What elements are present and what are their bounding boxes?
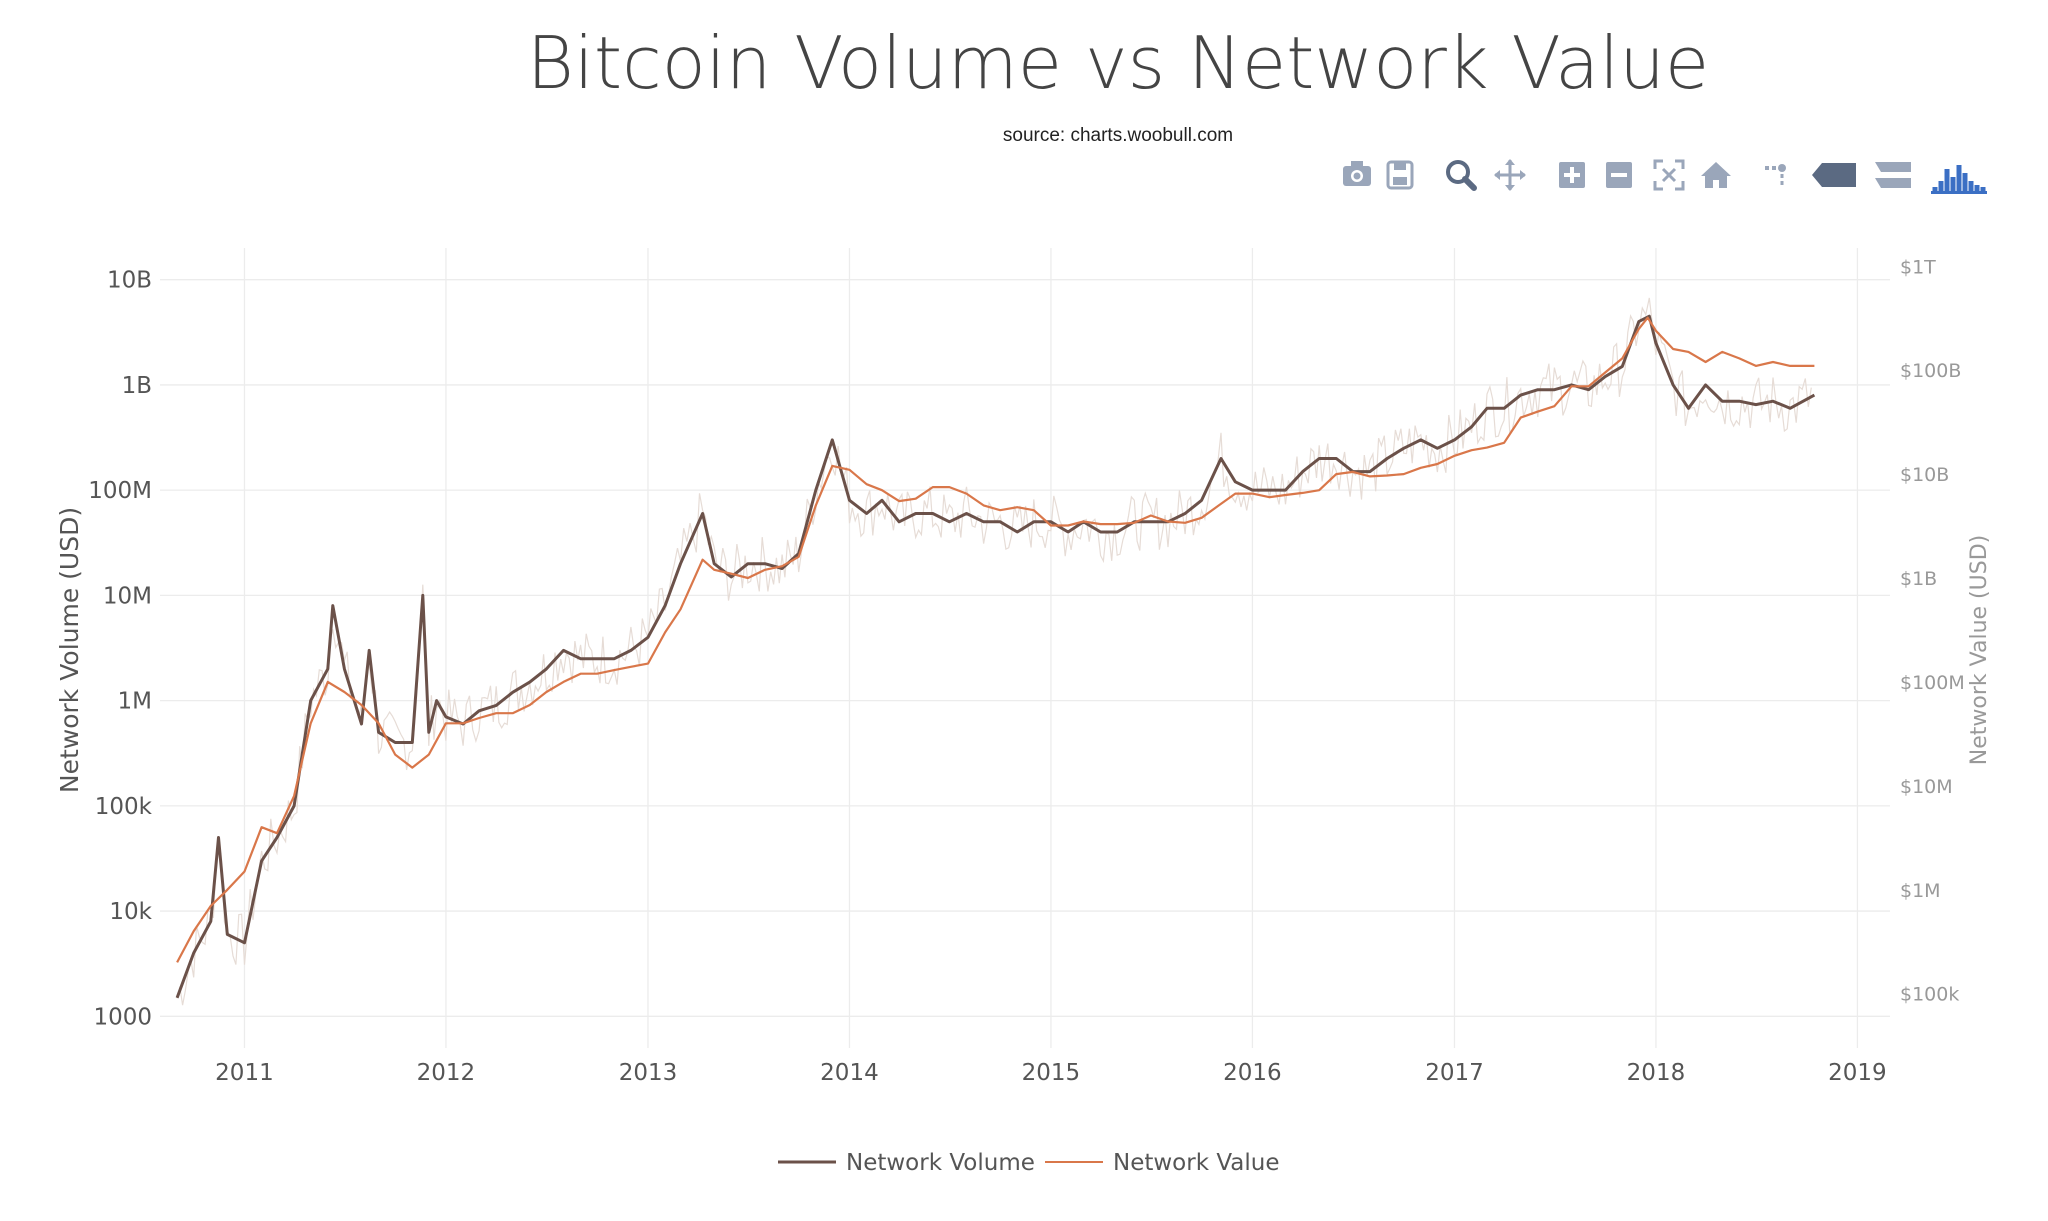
y-right-tick-label: $100k	[1900, 984, 1959, 1006]
y-axis-right-title: Network Value (USD)	[1967, 535, 1992, 765]
modebar-toolbar: Download plot as a png Save and edit plot…	[1343, 159, 1987, 194]
series-line-network-volume[interactable]	[175, 314, 1816, 999]
x-tick-label: 2011	[215, 1060, 274, 1086]
zoom-in-icon[interactable]: Zoom in	[1559, 162, 1585, 188]
x-axis-ticks: 2011 2012 2013 2014 2015 2016 2017 2018 2019	[215, 1060, 1887, 1086]
save-icon[interactable]: Save and edit plot in cloud	[1386, 160, 1414, 190]
y-right-tick-label: $10B	[1900, 464, 1949, 486]
x-tick-label: 2015	[1022, 1060, 1081, 1086]
x-tick-label: 2012	[417, 1060, 476, 1086]
x-gridlines	[243, 248, 1859, 1048]
legend-item-network-value[interactable]: Network Value	[1045, 1150, 1280, 1176]
y-axis-right-ticks: $100k $1M $10M $100M $1B $10B $100B $1T	[1900, 256, 1965, 1005]
pan-icon[interactable]: Pan	[1494, 159, 1526, 191]
y-right-tick-label: $100M	[1900, 672, 1965, 694]
autoscale-icon[interactable]: Autoscale	[1653, 159, 1685, 191]
series-line-network-value[interactable]	[176, 316, 1815, 963]
y-left-tick-label: 100M	[88, 478, 152, 504]
legend: Network Volume Network Value	[778, 1150, 1280, 1176]
y-left-tick-label: 1000	[93, 1004, 152, 1030]
network-volume-raw-line	[176, 297, 1812, 1006]
zoom-icon[interactable]: Zoom	[1446, 160, 1477, 191]
plotly-logo-icon[interactable]: Produced with Plotly	[1931, 165, 1987, 194]
y-axis-left-title: Network Volume (USD)	[55, 507, 84, 793]
home-icon[interactable]: Reset axes	[1701, 162, 1731, 188]
x-tick-label: 2019	[1828, 1060, 1887, 1086]
legend-label-network-volume: Network Volume	[846, 1150, 1035, 1176]
y-right-tick-label: $1B	[1900, 568, 1937, 590]
y-axis-left-ticks: 1000 10k 100k 1M 10M 100M 1B 10B	[88, 268, 152, 1031]
y-left-tick-label: 10k	[109, 899, 152, 925]
chart-title: Bitcoin Volume vs Network Value	[527, 21, 1709, 105]
y-right-tick-label: $1M	[1900, 880, 1941, 902]
camera-icon[interactable]: Download plot as a png	[1343, 161, 1371, 186]
x-tick-label: 2013	[619, 1060, 678, 1086]
y-left-tick-label: 1M	[118, 689, 152, 715]
zoom-out-icon[interactable]: Zoom out	[1606, 162, 1632, 188]
hover-compare-icon[interactable]: Compare data on hover	[1875, 162, 1911, 188]
y-left-tick-label: 100k	[95, 794, 153, 820]
hover-closest-icon[interactable]: Show closest data on hover	[1812, 163, 1856, 187]
y-left-tick-label: 1B	[122, 373, 152, 399]
y-gridlines	[160, 279, 1890, 1017]
y-right-tick-label: $1T	[1900, 256, 1936, 278]
legend-label-network-value: Network Value	[1113, 1150, 1280, 1176]
x-tick-label: 2016	[1223, 1060, 1282, 1086]
y-right-tick-label: $100B	[1900, 360, 1961, 382]
y-left-tick-label: 10M	[103, 583, 152, 609]
x-tick-label: 2017	[1425, 1060, 1484, 1086]
y-left-tick-label: 10B	[107, 268, 152, 294]
chart-subtitle: source: charts.woobull.com	[1003, 125, 1233, 146]
x-tick-label: 2018	[1627, 1060, 1686, 1086]
plot-area[interactable]	[175, 297, 1816, 1006]
x-tick-label: 2014	[820, 1060, 879, 1086]
y-right-tick-label: $10M	[1900, 776, 1953, 798]
spike-lines-icon[interactable]: Toggle Spike Lines	[1765, 164, 1786, 185]
legend-item-network-volume[interactable]: Network Volume	[778, 1150, 1035, 1176]
